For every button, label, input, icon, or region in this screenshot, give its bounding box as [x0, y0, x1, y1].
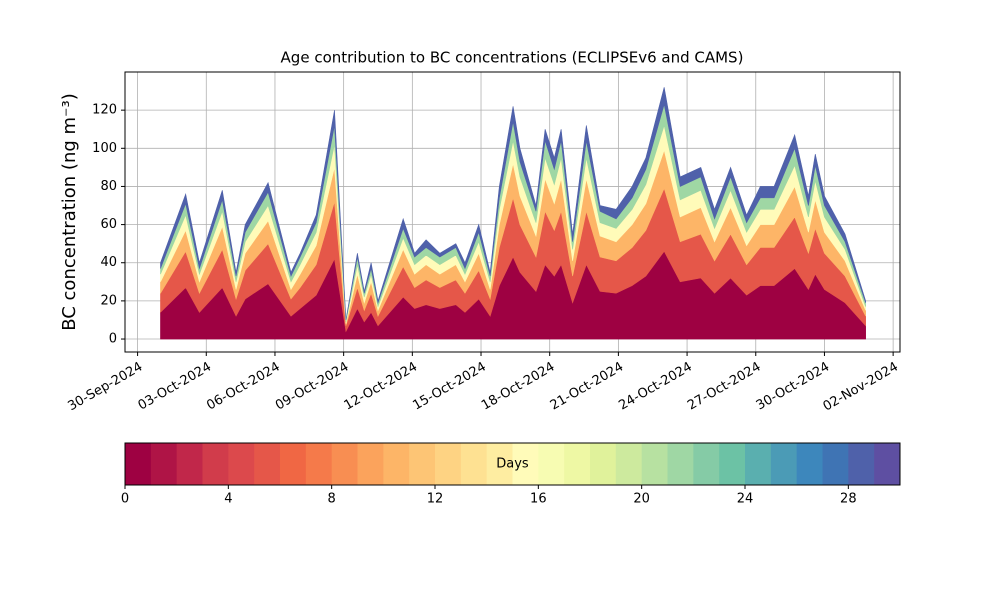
y-tick-label: 20 [100, 293, 117, 308]
x-tick-label: 27-Oct-2024 [685, 360, 763, 414]
colorbar-band [486, 443, 513, 485]
colorbar-band [641, 443, 668, 485]
colorbar-band [719, 443, 746, 485]
colorbar-band [874, 443, 901, 485]
chart-title: Age contribution to BC concentrations (E… [281, 49, 744, 67]
colorbar-band [590, 443, 617, 485]
y-tick-label: 120 [92, 103, 117, 118]
colorbar-band [125, 443, 152, 485]
colorbar-band [460, 443, 488, 485]
colorbar-tick-label: 0 [121, 492, 129, 507]
x-tick-label: 24-Oct-2024 [616, 360, 694, 414]
x-tick-label: 02-Nov-2024 [821, 360, 901, 415]
colorbar-band [383, 443, 410, 485]
colorbar-tick-label: 28 [840, 492, 857, 507]
colorbar-band [822, 443, 849, 485]
colorbar-band [228, 443, 255, 485]
colorbar-band [667, 443, 694, 485]
colorbar-band [435, 443, 462, 485]
colorbar-band [305, 443, 333, 485]
x-tick-label: 12-Oct-2024 [342, 360, 420, 414]
colorbar-band [538, 443, 565, 485]
plot-area [125, 72, 900, 352]
colorbar-tick-label: 4 [224, 492, 232, 507]
x-tick-label: 15-Oct-2024 [410, 360, 488, 414]
colorbar-band [150, 443, 178, 485]
x-tick-label: 03-Oct-2024 [136, 360, 214, 414]
colorbar-tick-label: 8 [328, 492, 336, 507]
colorbar-band [512, 443, 539, 485]
x-tick-label: 06-Oct-2024 [204, 360, 282, 414]
colorbar-band [202, 443, 229, 485]
y-tick-label: 0 [109, 332, 117, 347]
colorbar-tick-label: 16 [530, 492, 547, 507]
colorbar-band [254, 443, 281, 485]
colorbar-band [564, 443, 591, 485]
x-tick-label: 18-Oct-2024 [479, 360, 557, 414]
x-tick-label: 09-Oct-2024 [273, 360, 351, 414]
colorbar-band [848, 443, 875, 485]
colorbar-band [796, 443, 823, 485]
y-tick-label: 60 [100, 217, 117, 232]
x-tick-label: 30-Sep-2024 [66, 360, 146, 415]
y-tick-label: 40 [100, 255, 117, 270]
x-tick-label: 30-Oct-2024 [754, 360, 832, 414]
colorbar-frame [124, 442, 901, 486]
colorbar-band [331, 443, 358, 485]
colorbar-tick-label: 12 [427, 492, 444, 507]
colorbar-band [357, 443, 384, 485]
colorbar-band [693, 443, 720, 485]
colorbar-tick-label: 24 [737, 492, 754, 507]
x-tick-label: 21-Oct-2024 [548, 360, 626, 414]
area-layer [160, 87, 866, 321]
colorbar-tick-label: 20 [633, 492, 650, 507]
plot-frame [124, 71, 901, 353]
colorbar: Days 0 4 8 12 16 20 24 28 [121, 442, 901, 507]
colorbar-label: Days [496, 457, 529, 472]
y-axis-label: BC concentration (ng m⁻³) [59, 93, 80, 331]
y-tick-label: 80 [100, 179, 117, 194]
colorbar-band [176, 443, 203, 485]
y-tick-label: 100 [92, 141, 117, 156]
colorbar-band [409, 443, 436, 485]
colorbar-band [280, 443, 307, 485]
colorbar-band [745, 443, 772, 485]
colorbar-band [615, 443, 643, 485]
colorbar-band [770, 443, 798, 485]
